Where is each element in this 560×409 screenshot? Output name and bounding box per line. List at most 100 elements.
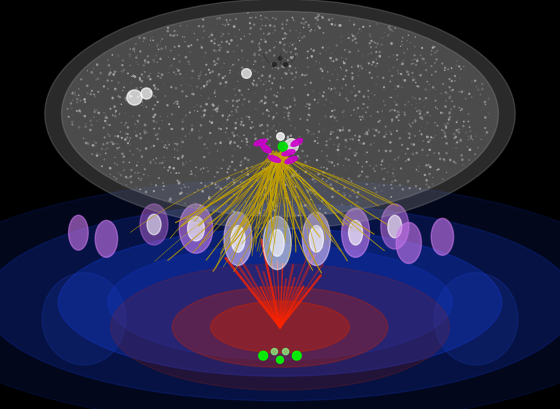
Point	[329, 171, 338, 178]
Point	[136, 77, 144, 84]
Point	[249, 62, 258, 69]
Point	[422, 67, 431, 74]
Point	[370, 169, 379, 175]
Point	[468, 79, 477, 85]
Point	[178, 155, 186, 162]
Point	[161, 158, 170, 164]
Point	[132, 60, 141, 66]
Point	[237, 158, 246, 165]
Point	[225, 113, 234, 119]
Point	[297, 152, 306, 158]
Point	[281, 70, 290, 77]
Point	[356, 117, 365, 124]
Point	[292, 194, 301, 200]
Point	[255, 210, 264, 217]
Point	[106, 70, 115, 77]
Point	[320, 65, 329, 72]
Point	[160, 74, 169, 81]
Ellipse shape	[270, 230, 284, 257]
Point	[281, 139, 290, 146]
Point	[290, 95, 298, 102]
Point	[272, 203, 281, 210]
Point	[227, 210, 236, 216]
Point	[265, 31, 274, 38]
Point	[286, 104, 295, 111]
Point	[269, 115, 278, 121]
Point	[362, 178, 371, 184]
Point	[384, 164, 393, 171]
Point	[147, 90, 156, 97]
Point	[408, 74, 417, 81]
Point	[182, 159, 191, 166]
Point	[338, 110, 347, 116]
Point	[414, 164, 423, 171]
Point	[259, 82, 268, 88]
Point	[256, 39, 265, 46]
Point	[216, 140, 225, 147]
Point	[288, 54, 297, 61]
Point	[423, 122, 432, 129]
Point	[104, 63, 113, 70]
Point	[344, 50, 353, 57]
Point	[102, 87, 111, 94]
Point	[409, 78, 418, 84]
Point	[437, 110, 446, 117]
Point	[88, 151, 97, 158]
Point	[421, 87, 430, 94]
Point	[365, 61, 374, 67]
Point	[311, 179, 320, 186]
Point	[464, 112, 473, 118]
Point	[138, 79, 147, 85]
Point	[151, 146, 160, 153]
Ellipse shape	[140, 204, 168, 245]
Point	[388, 29, 397, 35]
Point	[444, 67, 452, 74]
Point	[267, 87, 276, 93]
Point	[78, 112, 87, 119]
Point	[276, 127, 285, 133]
Point	[257, 17, 266, 23]
Point	[330, 115, 339, 121]
Point	[321, 92, 330, 99]
Point	[268, 30, 277, 37]
Point	[411, 119, 420, 126]
Point	[149, 115, 158, 121]
Point	[422, 178, 431, 184]
Point	[139, 63, 148, 70]
Point	[452, 119, 461, 126]
Point	[283, 106, 292, 112]
Point	[338, 175, 347, 182]
Point	[425, 82, 434, 88]
Point	[386, 162, 395, 169]
Point	[276, 84, 285, 91]
Point	[386, 27, 395, 34]
Point	[452, 58, 461, 65]
Point	[414, 108, 423, 114]
Point	[139, 172, 148, 178]
Point	[212, 22, 221, 28]
Point	[445, 85, 454, 91]
Point	[271, 65, 280, 71]
Point	[165, 65, 174, 72]
Point	[321, 97, 330, 103]
Point	[197, 70, 206, 76]
Point	[257, 171, 266, 177]
Point	[131, 121, 140, 128]
Point	[270, 62, 279, 69]
Point	[456, 138, 465, 144]
Point	[67, 101, 76, 108]
Point	[291, 46, 300, 53]
Point	[218, 22, 227, 29]
Point	[281, 175, 290, 182]
Point	[350, 190, 359, 197]
Point	[393, 128, 402, 135]
Point	[234, 57, 243, 64]
Point	[113, 69, 122, 76]
Point	[389, 173, 398, 180]
Point	[442, 151, 451, 157]
Point	[269, 196, 278, 202]
Point	[258, 73, 267, 80]
Point	[263, 123, 272, 129]
Point	[171, 29, 180, 36]
Point	[231, 121, 240, 127]
